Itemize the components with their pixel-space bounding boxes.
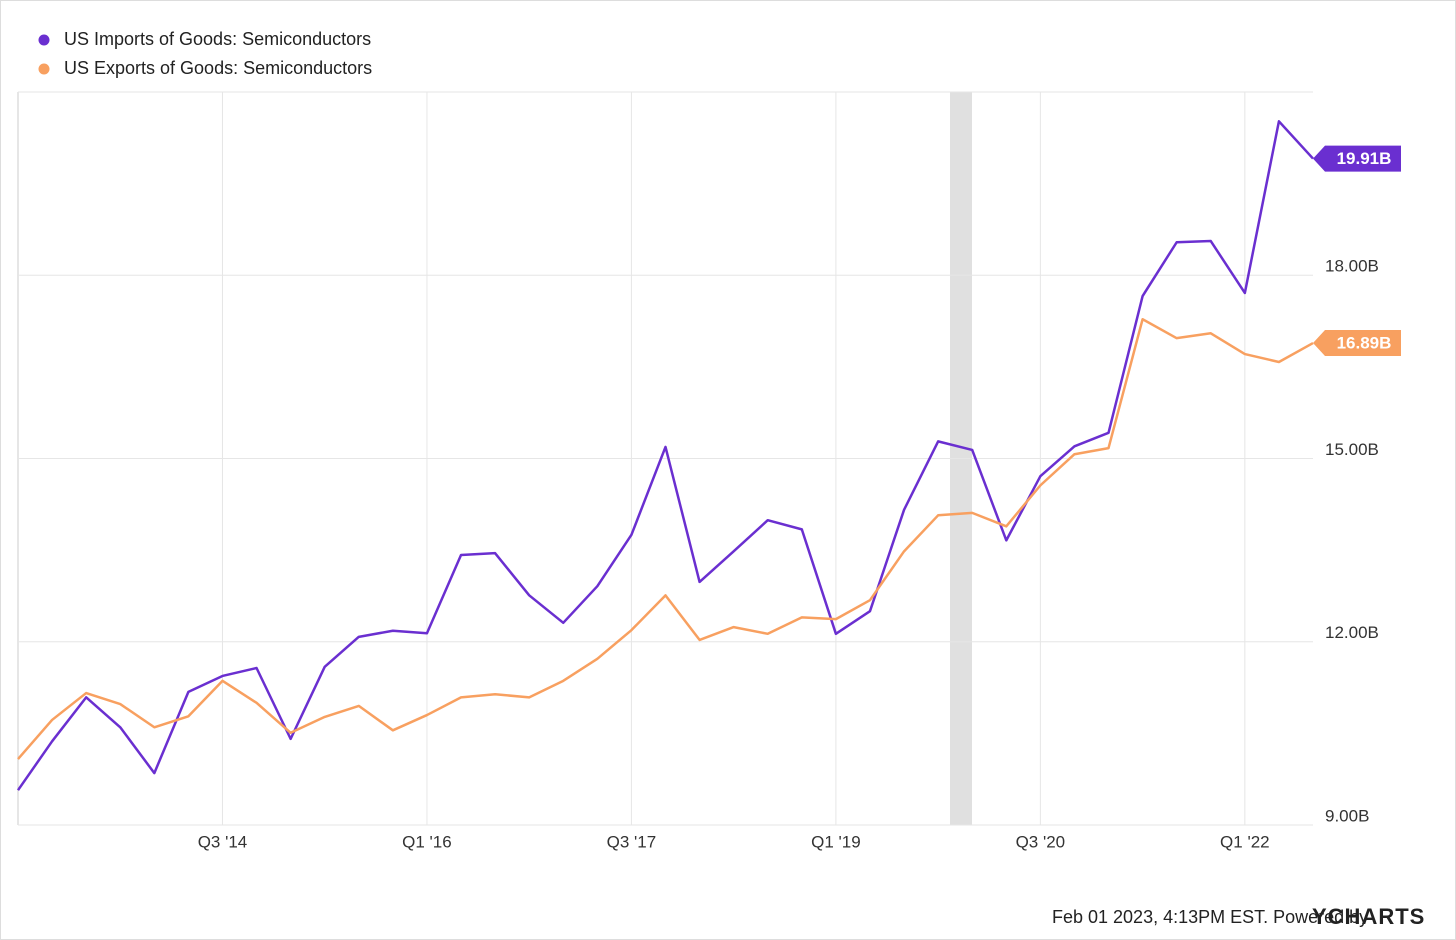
logo: YCHARTS <box>1312 904 1425 929</box>
end-label: 16.89B <box>1337 334 1392 353</box>
x-tick-label: Q1 '22 <box>1220 832 1270 851</box>
end-label: 19.91B <box>1337 149 1392 168</box>
y-tick-label: 9.00B <box>1325 806 1369 825</box>
line <box>17 317 1314 760</box>
end-label-tag <box>1313 145 1401 172</box>
footer: Feb 01 2023, 4:13PM EST. Powered by <box>1052 907 1368 927</box>
line <box>16 120 1314 791</box>
x-tick-label: Q3 '17 <box>607 832 657 851</box>
y-tick-label: 18.00B <box>1325 257 1379 276</box>
legend-label: US Imports of Goods: Semiconductors <box>64 29 371 49</box>
end-label-tag <box>1313 330 1401 357</box>
x-tick-label: Q1 '19 <box>811 832 861 851</box>
y-tick-label: 12.00B <box>1325 623 1379 642</box>
x-tick-label: Q3 '14 <box>198 832 248 851</box>
y-tick-label: 15.00B <box>1325 440 1379 459</box>
legend-marker <box>38 34 50 46</box>
x-tick-label: Q1 '16 <box>402 832 452 851</box>
x-tick-label: Q3 '20 <box>1016 832 1066 851</box>
legend-label: US Exports of Goods: Semiconductors <box>64 58 372 78</box>
legend-marker <box>38 63 50 75</box>
